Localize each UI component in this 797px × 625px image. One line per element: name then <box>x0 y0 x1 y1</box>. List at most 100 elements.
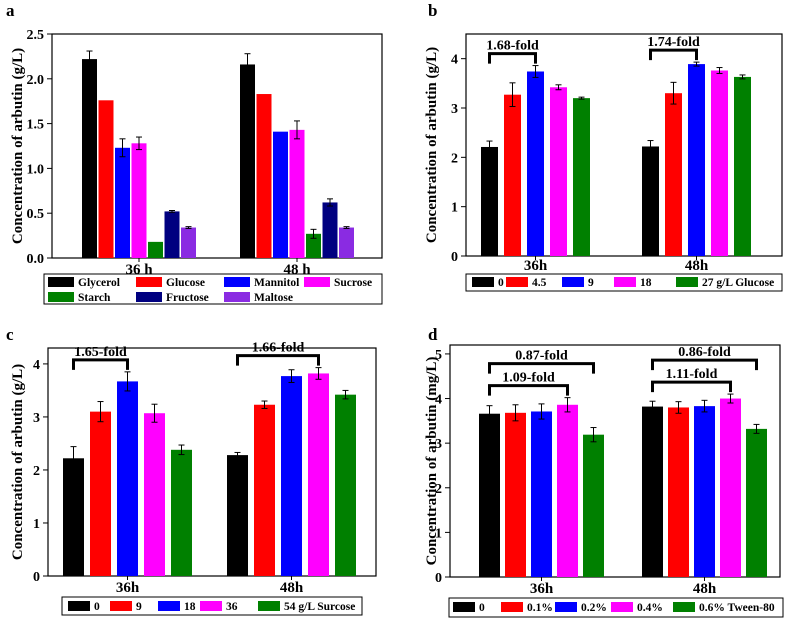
legend-label: 9 <box>136 601 142 613</box>
legend-label: 0 <box>479 602 485 614</box>
legend-swatch <box>200 601 222 611</box>
y-tick-label: 3 <box>451 102 458 117</box>
plot-frame <box>449 344 781 578</box>
fold-label: 1.65-fold <box>74 345 127 360</box>
legend-swatch <box>614 277 636 287</box>
legend-swatch <box>224 277 250 287</box>
legend-label: 27 g/L Glucose <box>702 277 774 289</box>
y-tick-label: 2.0 <box>27 73 45 88</box>
legend-swatch <box>611 602 633 612</box>
category-label: 36h <box>116 580 140 596</box>
y-tick-label: 3 <box>435 437 442 452</box>
bar <box>281 376 302 576</box>
legend-label: 18 <box>640 277 652 289</box>
bar <box>583 434 604 577</box>
legend-label: Glucose <box>166 277 205 289</box>
legend-label: Maltose <box>254 292 293 304</box>
category-label: 48h <box>685 258 709 274</box>
legend-swatch <box>453 602 475 612</box>
legend-label: 9 <box>588 277 594 289</box>
fold-bracket <box>649 48 698 61</box>
legend-swatch <box>562 277 584 287</box>
bar <box>289 129 305 258</box>
plot-frame <box>47 347 377 577</box>
y-tick-label: 2.5 <box>27 28 45 43</box>
y-tick-label: 4 <box>435 393 442 408</box>
legend-label: Starch <box>78 292 111 304</box>
legend-label: 0.4% <box>637 602 663 614</box>
bar <box>181 227 196 258</box>
fold-bracket <box>488 52 537 64</box>
y-tick-label: 0 <box>451 250 458 265</box>
bar <box>720 398 741 577</box>
legend-label: 4.5 <box>532 277 547 289</box>
legend-label: 0 <box>94 601 100 613</box>
bar <box>131 143 147 258</box>
bar <box>573 98 590 256</box>
legend-swatch <box>136 292 162 302</box>
y-axis-label: Concentration of arbutin (g/L) <box>424 47 440 243</box>
legend-swatch <box>501 602 523 612</box>
fold-bracket <box>651 380 732 393</box>
panel-letter: b <box>428 1 437 20</box>
fold-bracket <box>488 384 569 396</box>
panel-c: c 0 1 2 3 4 Concentration of arbutin (g/L) 36h 4… <box>6 325 377 616</box>
legend-swatch <box>555 602 577 612</box>
bar <box>339 227 354 258</box>
bar <box>306 233 321 258</box>
bar <box>171 449 192 576</box>
bar <box>144 413 165 576</box>
y-tick-label: 2 <box>451 151 458 166</box>
legend-swatch <box>48 277 74 287</box>
bar <box>308 373 329 576</box>
bar <box>148 241 163 258</box>
legend-label: 18 <box>184 601 196 613</box>
category-label: 48h <box>280 580 304 596</box>
legend-label: 0.2% <box>581 602 607 614</box>
legend-label: 36 <box>226 601 238 613</box>
bar <box>240 64 255 259</box>
bar <box>668 407 689 577</box>
fold-label: 0.87-fold <box>515 349 568 364</box>
legend-label: 54 g/L Surcose <box>284 601 355 613</box>
panel-letter: d <box>428 325 438 344</box>
y-tick-label: 0 <box>33 570 40 585</box>
legend-swatch <box>673 602 695 612</box>
legend-swatch <box>506 277 528 287</box>
y-tick-label: 2 <box>435 482 442 497</box>
category-label: 36h <box>530 581 554 597</box>
bar <box>665 93 682 256</box>
legend-label: 0.6% Tween-80 <box>699 602 775 614</box>
bar <box>505 412 526 577</box>
bar <box>550 87 567 256</box>
bar <box>527 71 544 256</box>
panel-letter: a <box>6 1 15 20</box>
legend-label: Glycerol <box>78 277 120 289</box>
fold-label: 1.11-fold <box>666 367 718 382</box>
legend-swatch <box>676 277 698 287</box>
plot-frame <box>465 33 783 257</box>
bar <box>746 428 767 577</box>
fold-label: 1.66-fold <box>252 341 305 356</box>
bar <box>82 59 97 259</box>
panel-b: b 0 1 2 3 4 Concentration of arbutin (g/L) 36h 4… <box>424 1 783 292</box>
y-tick-label: 1.5 <box>27 118 45 133</box>
legend-label: Mannitol <box>254 277 299 289</box>
plot-frame <box>51 33 383 259</box>
y-tick-label: 0.0 <box>27 252 45 267</box>
legend-swatch <box>224 292 250 302</box>
fold-label: 1.74-fold <box>647 35 700 50</box>
y-tick-label: 1.0 <box>27 162 45 177</box>
legend-swatch <box>472 277 494 287</box>
bar <box>642 146 659 256</box>
bar <box>164 211 180 258</box>
bar <box>531 411 552 577</box>
bar <box>256 94 272 258</box>
y-tick-label: 1 <box>435 526 442 541</box>
legend-swatch <box>48 292 74 302</box>
bar <box>90 411 111 576</box>
bar <box>642 406 663 577</box>
y-tick-label: 1 <box>451 201 458 216</box>
